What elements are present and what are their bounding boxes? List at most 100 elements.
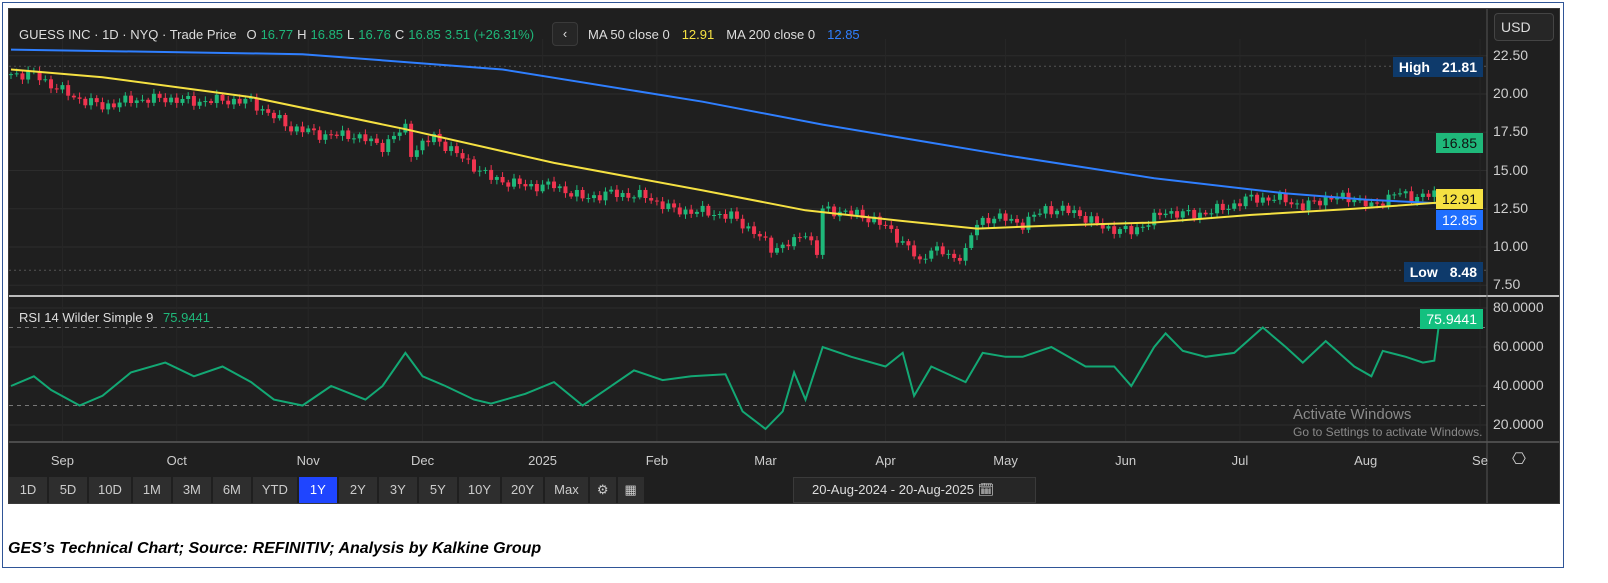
candle-body [1112, 226, 1117, 234]
candle-body [1123, 225, 1128, 230]
candle-body [592, 195, 597, 199]
candle-body [512, 178, 517, 187]
price-tick-label: 12.50 [1493, 199, 1529, 216]
range-button-6m[interactable]: 6M [212, 477, 251, 503]
range-button-5d[interactable]: 5D [49, 477, 87, 503]
candle-body [1255, 194, 1260, 203]
range-button-5y[interactable]: 5Y [418, 477, 457, 503]
high-tag-value: 21.81 [1435, 57, 1483, 77]
low-tag: Low 8.48 [1403, 262, 1483, 282]
chart-canvas[interactable] [9, 9, 1560, 504]
candle-body [1295, 203, 1300, 205]
candle-body [912, 245, 917, 257]
candle-body [340, 130, 345, 136]
ma50-tag-row: 12.91 [1435, 189, 1483, 209]
candle-body [792, 237, 797, 247]
calendar-icon[interactable]: 🗓 [977, 482, 995, 497]
range-button-2y[interactable]: 2Y [338, 477, 377, 503]
candle-body [586, 198, 591, 200]
candle-body [214, 94, 219, 104]
candle-body [506, 182, 511, 187]
candle-body [706, 205, 711, 216]
range-button-10d[interactable]: 10D [89, 477, 131, 503]
candle-body [243, 98, 248, 104]
candle-body [694, 211, 699, 214]
candle-body [963, 247, 968, 261]
candle-body [1060, 205, 1065, 211]
range-button-3y[interactable]: 3Y [378, 477, 417, 503]
candle-body [1089, 216, 1094, 223]
date-separator: - [890, 482, 896, 497]
range-button-3m[interactable]: 3M [172, 477, 211, 503]
candle-body [860, 209, 865, 219]
candle-body [71, 95, 76, 98]
candle-body [683, 209, 688, 215]
time-tick-label: May [993, 453, 1018, 468]
candle-body [60, 85, 65, 90]
candle-body [752, 226, 757, 234]
time-tick-label: Se [1472, 453, 1488, 468]
rsi-tick-label: 80.0000 [1493, 299, 1544, 315]
price-chart[interactable]: GUESS INC · 1D · NYQ · Trade Price O 16.7… [8, 8, 1560, 504]
price-tick-label: 17.50 [1493, 123, 1529, 140]
candle-body [523, 184, 528, 187]
range-button-1d[interactable]: 1D [9, 477, 47, 503]
candle-body [260, 109, 265, 111]
watermark-subtitle: Go to Settings to activate Windows. [1293, 425, 1483, 439]
ma200-value: 12.85 [827, 26, 860, 42]
candle-body [946, 253, 951, 255]
collapse-legend-button[interactable]: ‹ [552, 22, 579, 46]
candle-body [1175, 211, 1180, 218]
candle-body [1363, 199, 1368, 207]
candle-body [163, 97, 168, 103]
candle-body [780, 244, 785, 249]
range-button-max[interactable]: Max [545, 477, 588, 503]
currency-selector[interactable]: USD [1494, 13, 1554, 41]
candle-body [346, 130, 351, 139]
candle-body [1220, 203, 1225, 210]
candle-body [980, 217, 985, 225]
candle-body [1409, 191, 1414, 202]
chart-settings-icon[interactable]: ⚙ [589, 477, 616, 503]
candle-body [929, 250, 934, 259]
candle-body [391, 135, 396, 140]
range-button-20y[interactable]: 20Y [502, 477, 544, 503]
candle-body [1432, 190, 1437, 197]
candle-body [769, 237, 774, 253]
candle-body [1260, 197, 1265, 203]
candle-body [26, 70, 31, 80]
candle-body [649, 198, 654, 201]
candle-body [1237, 203, 1242, 207]
time-tick-label: Nov [296, 453, 320, 468]
candle-body [689, 209, 694, 214]
candle-body [986, 217, 991, 224]
candle-body [294, 126, 299, 132]
candle-body [700, 205, 705, 212]
candle-body [1077, 210, 1082, 216]
candle-body [1015, 218, 1020, 223]
candle-body [306, 128, 311, 133]
candle-body [1397, 193, 1402, 195]
candle-body [866, 218, 871, 223]
candle-body [552, 181, 557, 189]
rsi-header: RSI 14 Wilder Simple 9 75.9441 [19, 310, 210, 325]
range-button-1y[interactable]: 1Y [298, 477, 337, 503]
candle-body [529, 183, 534, 187]
figure-frame [2, 2, 1564, 568]
date-range-picker[interactable]: 20-Aug-2024 - 20-Aug-2025 🗓 [793, 477, 1036, 503]
axis-settings-icon[interactable]: ⎔ [1512, 451, 1526, 468]
range-button-1m[interactable]: 1M [132, 477, 171, 503]
candle-body [1009, 218, 1014, 221]
candle-body [249, 97, 254, 99]
close-label: C [394, 26, 405, 42]
range-button-10y[interactable]: 10Y [458, 477, 500, 503]
low-tag-value: 8.48 [1443, 262, 1483, 282]
date-to: 20-Aug-2025 [898, 482, 974, 497]
candle-body [940, 246, 945, 255]
candle-body [431, 133, 436, 143]
range-button-ytd[interactable]: YTD [252, 477, 297, 503]
candle-body [1312, 200, 1317, 202]
candle-body [489, 169, 494, 180]
layout-icon[interactable]: ▦ [617, 477, 644, 503]
candle-body [386, 139, 391, 152]
